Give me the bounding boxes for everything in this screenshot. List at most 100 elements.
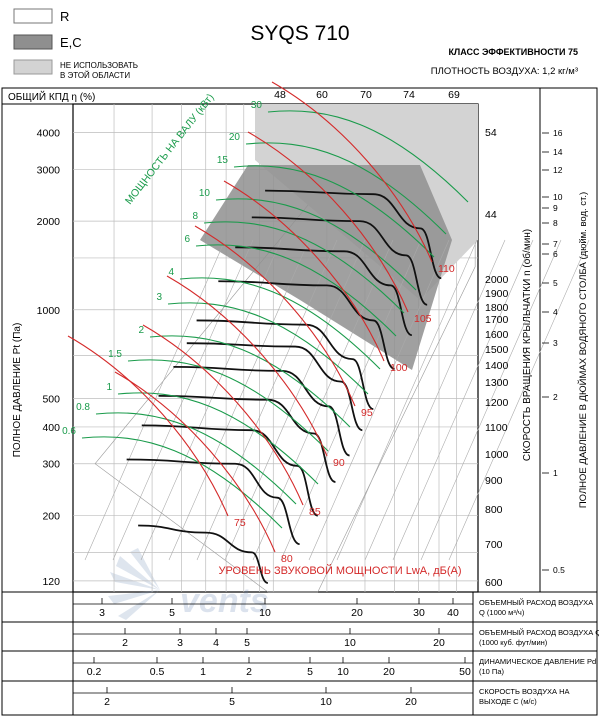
speed-tick: 1200 bbox=[485, 397, 509, 409]
legend-swatch-r bbox=[13, 8, 53, 24]
pressure-tick: 4000 bbox=[37, 128, 61, 140]
bottom-tick: 20 bbox=[405, 696, 417, 708]
fan-curve-1200 bbox=[196, 319, 374, 410]
sound-line-110 bbox=[271, 81, 433, 263]
speed-tick: 1600 bbox=[485, 329, 509, 341]
bottom-tick: 4 bbox=[213, 637, 219, 649]
power-line-0.6 bbox=[81, 436, 283, 529]
power-line-3 bbox=[167, 302, 369, 395]
power-label: 6 bbox=[184, 234, 190, 245]
power-label: 1.5 bbox=[108, 349, 122, 360]
pressure-tick: 200 bbox=[42, 511, 60, 523]
bottom-tick: 20 bbox=[433, 637, 445, 649]
speed-tick: 600 bbox=[485, 577, 503, 589]
power-label: 0.8 bbox=[76, 402, 90, 413]
power-label: 30 bbox=[251, 100, 263, 111]
efficiency-tick: 70 bbox=[360, 89, 372, 101]
fan-curve-1800 bbox=[251, 216, 428, 306]
bottom-tick: 30 bbox=[413, 607, 425, 619]
inch-tick: 3 bbox=[553, 338, 558, 348]
inch-axis-label: ПОЛНОЕ ДАВЛЕНИЕ В ДЮЙМАХ ВОДЯНОГО СТОЛБА… bbox=[577, 192, 589, 508]
power-line-1 bbox=[117, 392, 319, 485]
efficiency-tick: 48 bbox=[274, 89, 286, 101]
sound-label: 75 bbox=[234, 517, 246, 529]
sound-label: 90 bbox=[333, 457, 345, 469]
power-label: 10 bbox=[199, 188, 211, 199]
power-line-4 bbox=[179, 277, 381, 370]
inch-tick: 7 bbox=[553, 239, 558, 249]
fan-curve-800 bbox=[141, 424, 319, 517]
system-line bbox=[84, 239, 226, 561]
power-line-20 bbox=[245, 142, 447, 235]
pressure-tick: 3000 bbox=[37, 164, 61, 176]
bottom-tick: 10 bbox=[344, 637, 356, 649]
power-label: 0.6 bbox=[62, 426, 76, 437]
speed-tick: 54 bbox=[485, 127, 497, 139]
bottom-scale-label: ОБЪЕМНЫЙ РАСХОД ВОЗДУХА bbox=[479, 598, 593, 607]
chart-title: SYQS 710 bbox=[250, 22, 349, 45]
bottom-tick: 5 bbox=[307, 666, 313, 678]
speed-tick: 1800 bbox=[485, 302, 509, 314]
speed-tick: 1400 bbox=[485, 360, 509, 372]
speed-tick: 2000 bbox=[485, 274, 509, 286]
legend-swatch-ec bbox=[13, 34, 53, 50]
system-line bbox=[252, 239, 394, 561]
inch-tick: 14 bbox=[553, 147, 563, 157]
fan-curve-1600 bbox=[235, 246, 413, 337]
inch-tick: 12 bbox=[553, 165, 563, 175]
fan-curve-700 bbox=[126, 458, 300, 545]
sound-label: 100 bbox=[390, 362, 408, 374]
bottom-tick: 3 bbox=[99, 607, 105, 619]
sound-label: 80 bbox=[281, 553, 293, 565]
pressure-tick: 120 bbox=[42, 576, 60, 588]
bottom-tick: 20 bbox=[383, 666, 395, 678]
legend-label-ec: E,C bbox=[60, 35, 82, 50]
bottom-tick: 1 bbox=[200, 666, 206, 678]
system-line bbox=[336, 239, 478, 561]
bottom-tick: 20 bbox=[351, 607, 363, 619]
speed-axis-label: СКОРОСТЬ ВРАЩЕНИЯ КРЫЛЬЧАТКИ n (об/мин) bbox=[521, 229, 533, 461]
pressure-tick: 1000 bbox=[37, 305, 61, 317]
speed-tick: 44 bbox=[485, 209, 497, 221]
inch-tick: 10 bbox=[553, 192, 563, 202]
power-line-2 bbox=[149, 335, 351, 428]
legend-label-r: R bbox=[60, 9, 69, 24]
power-line-6 bbox=[195, 244, 397, 337]
system-line bbox=[448, 239, 590, 561]
efficiency-tick: 74 bbox=[403, 89, 415, 101]
power-label: 2 bbox=[138, 325, 144, 336]
air-density: ПЛОТНОСТЬ ВОЗДУХА: 1,2 кг/м³ bbox=[431, 66, 578, 77]
power-label: 15 bbox=[217, 155, 229, 166]
pressure-axis-label: ПОЛНОЕ ДАВЛЕНИЕ Pt (Па) bbox=[12, 323, 23, 458]
watermark-text: vents bbox=[180, 582, 269, 620]
bottom-tick: 2 bbox=[122, 637, 128, 649]
bottom-tick: 2 bbox=[246, 666, 252, 678]
system-line bbox=[308, 239, 450, 561]
bottom-tick: 10 bbox=[320, 696, 332, 708]
bottom-scale-label: (1000 куб. фут/мин) bbox=[479, 638, 548, 647]
inch-tick: 8 bbox=[553, 218, 558, 228]
bottom-tick: 5 bbox=[169, 607, 175, 619]
speed-tick: 1000 bbox=[485, 449, 509, 461]
speed-tick: 1100 bbox=[485, 422, 508, 434]
bottom-scale-label: ДИНАМИЧЕСКОЕ ДАВЛЕНИЕ Pd bbox=[479, 657, 596, 666]
power-label: 4 bbox=[168, 267, 174, 278]
speed-tick: 1900 bbox=[485, 288, 509, 300]
power-line-15 bbox=[233, 165, 435, 258]
sound-line-75 bbox=[67, 335, 229, 517]
system-line bbox=[420, 239, 562, 561]
fan-curve-600 bbox=[138, 524, 269, 584]
efficiency-axis-label: ОБЩИЙ КПД η (%) bbox=[8, 90, 95, 103]
axis-ticks: 48 60 70 74 69400030002000100050040030020012… bbox=[37, 89, 565, 589]
sound-label: 110 bbox=[438, 263, 455, 275]
speed-tick: 800 bbox=[485, 504, 503, 516]
power-label: 8 bbox=[192, 211, 198, 222]
sound-label: 85 bbox=[309, 506, 321, 518]
bottom-tick: 0.2 bbox=[87, 666, 102, 678]
speed-tick: 700 bbox=[485, 539, 503, 551]
system-line bbox=[140, 239, 282, 561]
